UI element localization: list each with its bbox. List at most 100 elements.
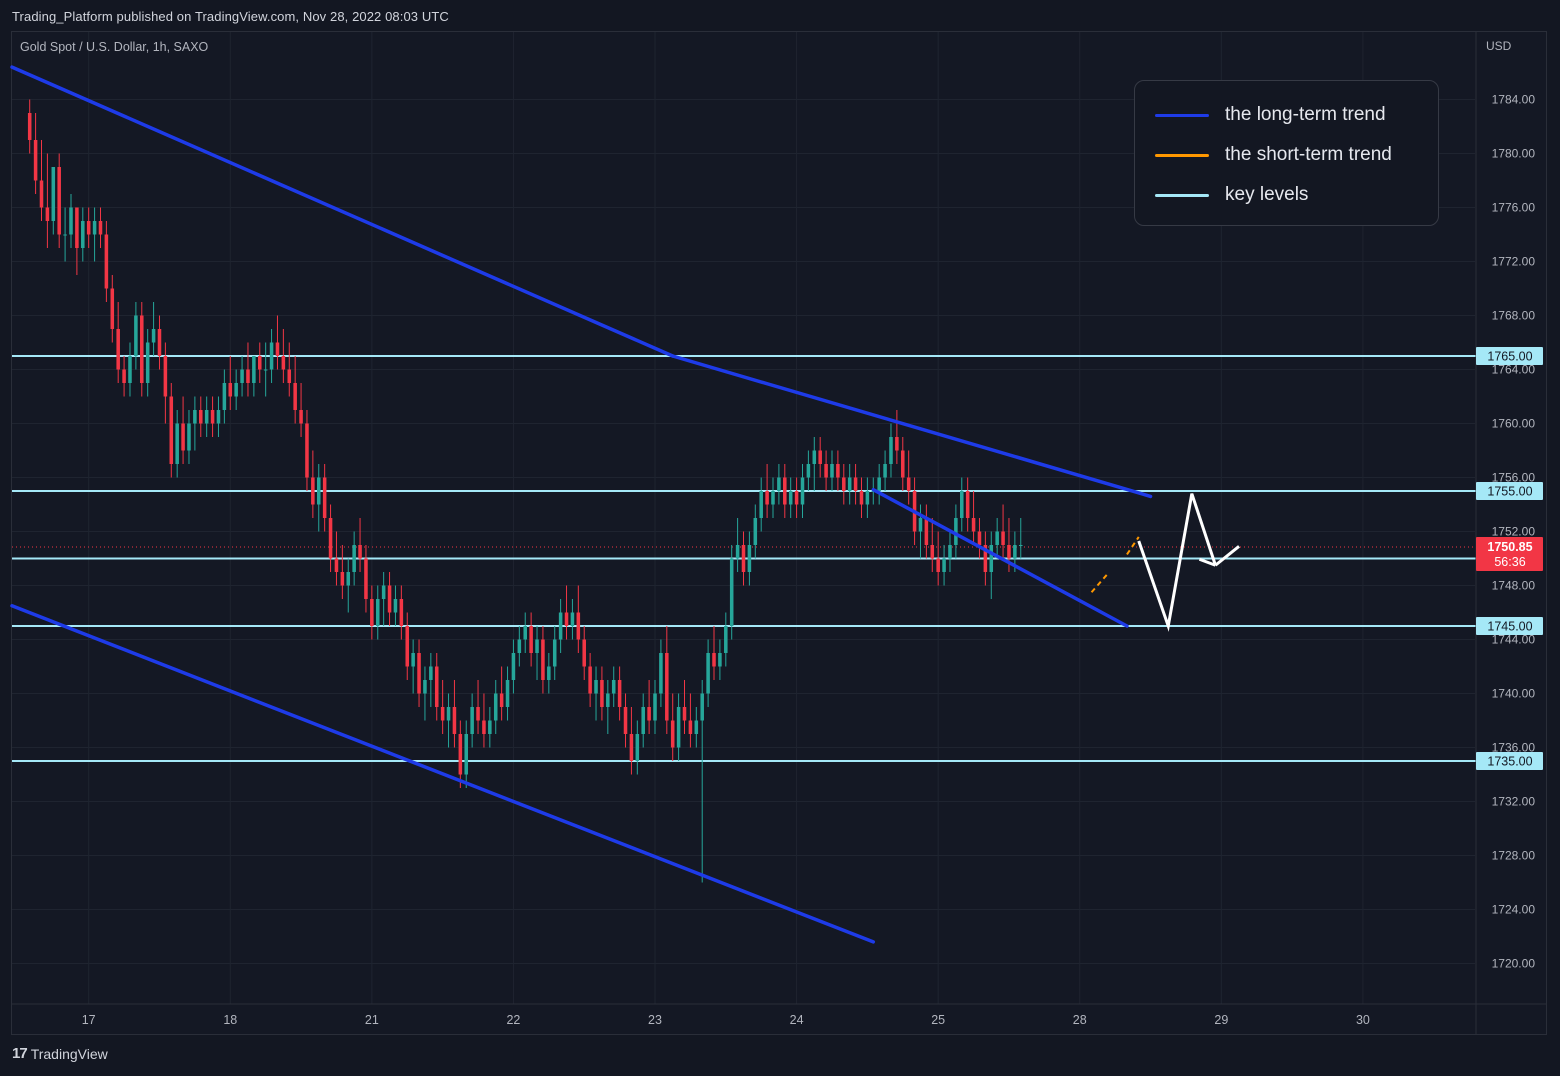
current-price-text: 1750.85 xyxy=(1487,540,1532,554)
candle-body xyxy=(1013,545,1017,559)
key-level-price-text: 1745.00 xyxy=(1487,620,1532,634)
candle-body xyxy=(712,653,716,667)
x-tick-label: 24 xyxy=(790,1013,804,1027)
legend-label: the short-term trend xyxy=(1225,144,1392,165)
key-level-price-tag xyxy=(1476,752,1543,770)
candle-body xyxy=(977,531,982,545)
candle-body xyxy=(452,707,457,734)
candle-body xyxy=(63,234,67,236)
y-tick-label: 1768.00 xyxy=(1492,309,1536,323)
candle-body xyxy=(906,477,911,491)
candle-body xyxy=(800,477,805,505)
candle-body xyxy=(86,221,91,235)
legend-label: the long-term trend xyxy=(1225,104,1386,125)
y-tick-label: 1740.00 xyxy=(1492,687,1536,701)
trend-line-channel-lower xyxy=(871,487,1129,628)
candle-body xyxy=(670,720,675,748)
candle-body xyxy=(328,518,333,559)
y-tick-label: 1744.00 xyxy=(1492,633,1536,647)
candle-body xyxy=(859,491,864,505)
legend-box: the long-term trend the short-term trend k… xyxy=(1134,80,1439,226)
candle-body xyxy=(340,572,345,586)
candle-body xyxy=(1018,545,1023,546)
key-level-price-text: 1735.00 xyxy=(1487,755,1532,769)
candle-body xyxy=(358,545,362,559)
y-tick-label: 1784.00 xyxy=(1492,93,1536,107)
key-level-price-text: 1765.00 xyxy=(1487,350,1532,364)
candle-body xyxy=(423,680,427,694)
candle-body xyxy=(794,491,799,505)
y-tick-label: 1728.00 xyxy=(1492,849,1536,863)
candle-body xyxy=(936,558,940,572)
candle-body xyxy=(39,180,44,208)
candle-body xyxy=(948,545,952,559)
candle-body xyxy=(499,693,504,707)
x-tick-label: 22 xyxy=(506,1013,520,1027)
candle-body xyxy=(877,477,881,491)
candle-body xyxy=(806,464,811,478)
candle-body xyxy=(895,437,899,451)
legend-label: key levels xyxy=(1225,184,1309,205)
time-axis[interactable]: 17 18 21 22 23 24 25 28 29 30 xyxy=(82,1013,1370,1027)
candle-body xyxy=(724,626,728,653)
candle-body xyxy=(252,356,256,383)
candle-body xyxy=(688,720,693,734)
y-tick-label: 1724.00 xyxy=(1492,903,1536,917)
symbol-title[interactable]: Gold Spot / U.S. Dollar, 1h, SAXO xyxy=(20,40,209,54)
candle-body xyxy=(812,450,817,464)
candle-body xyxy=(204,410,209,424)
candle-body xyxy=(81,221,85,248)
x-tick-label: 30 xyxy=(1356,1013,1370,1027)
y-tick-label: 1720.00 xyxy=(1492,957,1536,971)
legend-item: the short-term trend xyxy=(1155,143,1392,167)
candle-body xyxy=(889,437,893,464)
candle-body xyxy=(175,423,179,464)
candle-body xyxy=(853,477,858,491)
candle-body xyxy=(1007,545,1011,559)
candle-body xyxy=(346,572,351,586)
legend-item: the long-term trend xyxy=(1155,103,1386,127)
candle-body xyxy=(901,450,905,478)
candle-body xyxy=(718,653,722,667)
candle-body xyxy=(617,680,622,707)
candle-body xyxy=(629,734,634,761)
candle-body xyxy=(564,612,569,626)
candle-body xyxy=(246,369,250,383)
candle-body xyxy=(995,531,999,545)
x-tick-label: 29 xyxy=(1214,1013,1228,1027)
candle-body xyxy=(765,491,769,505)
candle-body xyxy=(606,693,610,707)
candle-body xyxy=(440,707,445,721)
candle-body xyxy=(417,653,421,694)
candle-body xyxy=(269,342,274,370)
candle-body xyxy=(729,558,734,626)
candle-body xyxy=(570,612,575,626)
candle-body xyxy=(635,734,640,761)
y-tick-label: 1780.00 xyxy=(1492,147,1536,161)
x-tick-label: 18 xyxy=(223,1013,237,1027)
price-axis[interactable]: 1720.00 1724.00 1728.00 1732.00 1736.00 1740.… xyxy=(12,32,1546,1034)
candle-body xyxy=(334,558,339,572)
candle-body xyxy=(157,329,162,356)
candle-body xyxy=(865,491,870,505)
candle-body xyxy=(293,383,297,410)
candle-body xyxy=(511,653,516,680)
candle-body xyxy=(517,639,522,653)
currency-label: USD xyxy=(1486,39,1512,53)
trend-line-long-term-lower xyxy=(10,604,876,944)
candle-body xyxy=(930,545,935,559)
candle-body xyxy=(552,639,557,667)
candle-body xyxy=(1001,531,1005,545)
candle-body xyxy=(653,693,657,721)
candle-body xyxy=(305,423,309,478)
projection-arrow-head-left xyxy=(1198,557,1216,567)
tradingview-logo[interactable]: 17 TradingView xyxy=(12,1045,108,1062)
candle-body xyxy=(352,545,356,572)
x-tick-label: 21 xyxy=(365,1013,379,1027)
candle-body xyxy=(582,639,586,667)
candle-body xyxy=(128,356,132,383)
candle-body xyxy=(924,518,929,545)
candle-body xyxy=(830,464,834,478)
candle-body xyxy=(747,545,752,572)
trend-line-long-term-upper xyxy=(10,65,675,358)
